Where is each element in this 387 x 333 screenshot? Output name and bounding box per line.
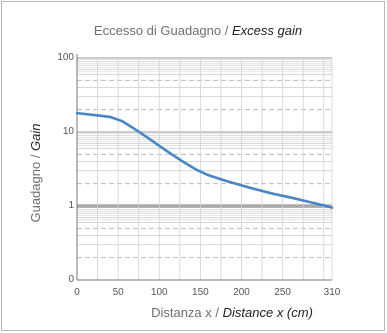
chart-title-separator: / <box>221 23 232 38</box>
series-point <box>195 168 198 171</box>
y-tick-label: 0 <box>68 274 74 285</box>
series-point <box>109 116 111 118</box>
y-tick-label: 10 <box>63 126 75 137</box>
x-tick-label: 310 <box>324 287 341 298</box>
series-point <box>207 174 210 177</box>
series-line-0 <box>75 111 334 209</box>
chart-title: Eccesso di Guadagno / Excess gain <box>94 23 302 38</box>
unity-gain-band <box>77 204 332 208</box>
series-point <box>121 120 124 123</box>
series-point <box>331 206 333 209</box>
y-axis-label: Guadagno / Gain <box>28 123 43 222</box>
series-point <box>158 144 161 147</box>
chart-title-it: Eccesso di Guadagno <box>94 23 221 38</box>
series-point <box>133 128 136 130</box>
y-tick-label: 1 <box>68 200 74 211</box>
series-point <box>76 112 78 115</box>
series-point <box>224 179 226 182</box>
x-tick-label: 50 <box>113 287 125 298</box>
series-point <box>289 196 292 199</box>
x-tick-label: 200 <box>233 287 250 298</box>
y-axis-label-en: Gain <box>28 123 43 150</box>
series-point <box>273 193 276 195</box>
x-tick-label: 100 <box>151 287 168 298</box>
x-axis-label-it: Distanza x <box>151 305 212 320</box>
x-tick-label: 0 <box>74 287 80 298</box>
series-point <box>170 153 173 156</box>
x-axis-label: Distanza x / Distance x (cm) <box>151 305 313 320</box>
plot-ticks: 0 50 100 150 200 250 310 0 1 10 100 <box>57 52 340 298</box>
series-point <box>183 161 185 164</box>
y-axis-label-separator: / <box>28 151 43 162</box>
x-tick-label: 250 <box>274 287 291 298</box>
series-point <box>322 204 325 207</box>
series-point <box>306 200 309 203</box>
series-point <box>240 184 243 187</box>
y-axis-label-it: Guadagno <box>28 162 43 223</box>
chart-title-en: Excess gain <box>232 23 302 38</box>
plot-series <box>75 111 334 209</box>
series-point <box>92 114 95 116</box>
plot-grid <box>76 54 333 281</box>
series-point <box>257 189 259 191</box>
series-point <box>146 136 148 139</box>
x-tick-label: 150 <box>192 287 209 298</box>
x-axis-label-en: Distance x (cm) <box>223 305 313 320</box>
x-axis-label-separator: / <box>212 305 223 320</box>
y-tick-label: 100 <box>57 52 74 63</box>
